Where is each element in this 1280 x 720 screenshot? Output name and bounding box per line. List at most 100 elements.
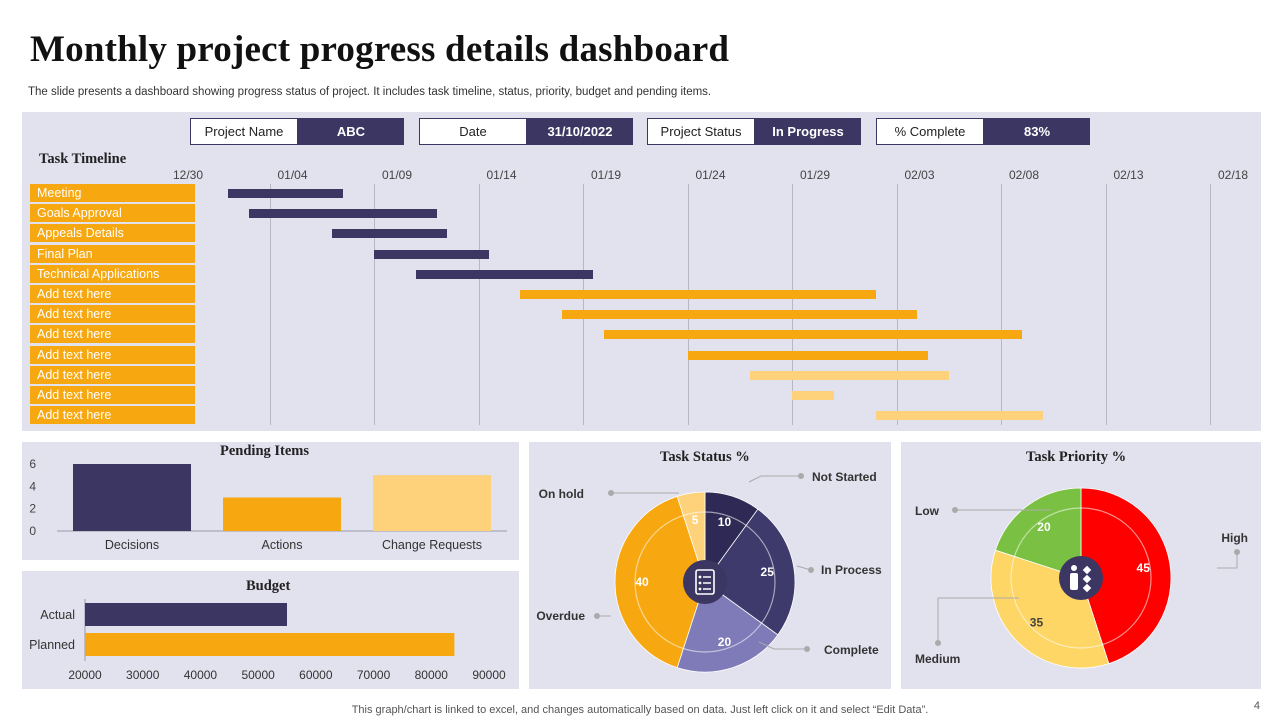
- timeline-gridline: [1001, 184, 1002, 425]
- info-label: % Complete: [876, 118, 984, 145]
- status-callout-line: [758, 641, 807, 650]
- status-legend-label: Complete: [824, 643, 879, 657]
- timeline-gridline: [374, 184, 375, 425]
- priority-data-label: 35: [1030, 616, 1044, 630]
- clipboard-icon-dot: [698, 587, 702, 591]
- person-icon: [1071, 565, 1077, 571]
- clipboard-icon-dot: [698, 575, 702, 579]
- timeline-tick-label: 01/29: [799, 168, 831, 182]
- budget-xtick: 20000: [68, 668, 102, 682]
- budget-xtick: 90000: [472, 668, 506, 682]
- clipboard-icon: [695, 569, 715, 595]
- status-legend-label: Overdue: [536, 609, 585, 623]
- info-label: Project Status: [647, 118, 755, 145]
- pending-chart: 0 2 4 6 Decisions Actions Change Requests: [29, 457, 507, 552]
- priority-data-label: 45: [1137, 561, 1151, 575]
- timeline-gridline: [687, 184, 689, 425]
- priority-callout-line: [937, 597, 1019, 643]
- budget-category-label: Actual: [40, 608, 75, 622]
- task-label: Add text here: [30, 406, 195, 425]
- info-box-1: Date 31/10/2022: [419, 118, 633, 145]
- info-label: Project Name: [190, 118, 298, 145]
- status-callout-dot: [798, 473, 804, 479]
- status-legend-label: Not Started: [812, 470, 877, 484]
- budget-bar: [85, 603, 287, 626]
- status-callout-dot: [608, 490, 614, 496]
- task-label: Add text here: [30, 365, 195, 384]
- budget-xtick: 60000: [299, 668, 333, 682]
- timeline-gridline: [792, 184, 793, 425]
- task-label: Add text here: [30, 305, 195, 324]
- pending-category-label: Decisions: [105, 538, 159, 552]
- task-label: Add text here: [30, 285, 195, 303]
- pending-category-label: Actions: [262, 538, 303, 552]
- timeline-gridline: [269, 184, 271, 425]
- person-icon-body: [1070, 573, 1078, 590]
- priority-callout-line: [1217, 552, 1238, 569]
- pending-ytick: 2: [29, 502, 36, 516]
- timeline-gridline: [1105, 184, 1107, 425]
- timeline-panel: [22, 112, 1261, 431]
- pending-title: Pending Items: [220, 443, 310, 459]
- pending-bar: [73, 464, 191, 531]
- info-box-3: % Complete 83%: [876, 118, 1090, 145]
- timeline-title: Task Timeline: [39, 151, 127, 167]
- gantt-bar: [750, 370, 949, 380]
- gantt-bar: [875, 411, 1043, 421]
- gantt-bar: [520, 290, 876, 299]
- budget-xtick: 40000: [184, 668, 218, 682]
- timeline-tick-label: 01/04: [277, 168, 308, 182]
- info-value: 31/10/2022: [527, 118, 633, 145]
- timeline-gridline: [1210, 184, 1211, 425]
- status-center-circle: [683, 560, 727, 604]
- budget-xtick: 70000: [357, 668, 391, 682]
- budget-category-label: Planned: [29, 638, 75, 652]
- page-title: Monthly project progress details dashboa…: [30, 29, 730, 70]
- footer-note: This graph/chart is linked to excel, and…: [351, 704, 929, 716]
- budget-title: Budget: [246, 578, 291, 594]
- gantt-bar: [603, 330, 1022, 340]
- priority-chart: 45 35 20 High Medium Low: [915, 487, 1248, 669]
- timeline-tick-label: 12/30: [172, 168, 204, 182]
- priority-inner-ring: [1010, 507, 1152, 649]
- budget-xtick: 80000: [415, 668, 449, 682]
- priority-callout-dot: [1234, 549, 1240, 555]
- pending-ytick: 4: [29, 479, 36, 493]
- budget-panel: [22, 571, 519, 689]
- status-data-label: 10: [718, 515, 732, 529]
- timeline-gridline: [583, 184, 584, 425]
- task-label: Technical Applications: [30, 264, 195, 283]
- status-chart: 10 25 20 40 5 Not Started In Process Complete Ov…: [536, 470, 882, 673]
- gantt-bar: [415, 269, 594, 279]
- priority-legend-label: High: [1221, 531, 1248, 545]
- gantt-bar: [562, 310, 918, 320]
- priority-data-label: 20: [1037, 520, 1051, 534]
- task-label: Goals Approval: [30, 204, 195, 223]
- timeline-tick-label: 01/14: [486, 168, 517, 182]
- timeline-tick-label: 01/09: [381, 168, 413, 182]
- pending-category-label: Change Requests: [382, 538, 482, 552]
- status-data-label: 5: [692, 513, 699, 527]
- timeline-tick-label: 02/18: [1217, 168, 1249, 182]
- pending-ytick: 6: [29, 457, 36, 471]
- gantt-bar: [792, 391, 834, 400]
- status-legend-label: On hold: [539, 487, 584, 501]
- status-callout-dot: [594, 613, 600, 619]
- timeline-tick-label: 01/19: [590, 168, 622, 182]
- budget-xtick: 50000: [241, 668, 275, 682]
- task-label: Add text here: [30, 345, 195, 364]
- info-value: ABC: [298, 118, 404, 145]
- info-value: 83%: [984, 118, 1090, 145]
- budget-bar: [85, 633, 455, 656]
- priority-title: Task Priority %: [1026, 449, 1127, 465]
- status-callout-line: [748, 475, 801, 483]
- task-label: Appeals Details: [30, 224, 195, 243]
- pending-bar: [373, 475, 491, 531]
- pending-bar: [223, 497, 341, 531]
- priority-callout-dot: [935, 640, 941, 646]
- gantt-bar: [248, 209, 437, 219]
- info-box-0: Project Name ABC: [190, 118, 404, 145]
- status-legend-label: In Process: [821, 563, 882, 577]
- priority-legend-label: Low: [915, 504, 940, 518]
- gantt-bar: [687, 350, 928, 360]
